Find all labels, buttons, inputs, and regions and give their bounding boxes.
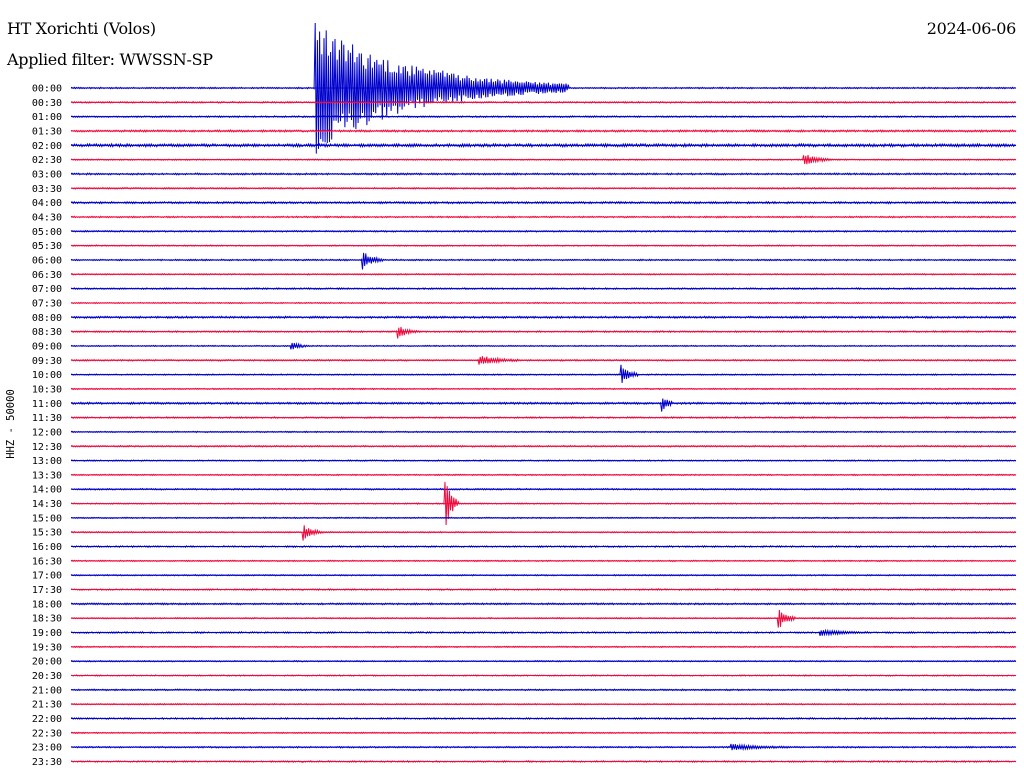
row-time-label: 00:30 <box>32 98 62 109</box>
station-title: HT Xorichti (Volos) <box>7 19 156 38</box>
row-time-label: 23:00 <box>32 743 62 754</box>
row-time-label: 11:30 <box>32 413 62 424</box>
trace-row-19:00 <box>70 628 1017 637</box>
row-time-label: 10:30 <box>32 384 62 395</box>
row-time-label: 04:00 <box>32 198 62 209</box>
row-time-label: 01:00 <box>32 112 62 123</box>
row-time-label: 15:00 <box>32 513 62 524</box>
row-time-label: 22:30 <box>32 728 62 739</box>
row-time-label: 19:30 <box>32 642 62 653</box>
row-label-group: 00:00 00:30 01:00 01:30 02:00 02:30 03:00 03:30… <box>32 84 62 769</box>
row-time-label: 09:30 <box>32 356 62 367</box>
row-time-label: 16:00 <box>32 542 62 553</box>
row-time-label: 21:00 <box>32 685 62 696</box>
row-time-label: 14:30 <box>32 499 62 510</box>
row-time-label: 12:30 <box>32 442 62 453</box>
row-time-label: 09:00 <box>32 341 62 352</box>
trace-row-11:00 <box>70 398 1017 412</box>
row-time-label: 04:30 <box>32 212 62 223</box>
row-time-label: 13:30 <box>32 470 62 481</box>
row-time-label: 17:00 <box>32 571 62 582</box>
trace-row-15:30 <box>70 525 1017 541</box>
row-time-label: 03:00 <box>32 169 62 180</box>
row-time-label: 17:30 <box>32 585 62 596</box>
row-time-label: 02:00 <box>32 141 62 152</box>
row-time-label: 11:00 <box>32 399 62 410</box>
row-time-label: 07:00 <box>32 284 62 295</box>
row-time-label: 12:00 <box>32 427 62 438</box>
row-time-label: 18:00 <box>32 599 62 610</box>
row-time-label: 02:30 <box>32 155 62 166</box>
trace-group <box>70 22 1017 764</box>
row-time-label: 19:00 <box>32 628 62 639</box>
row-time-label: 06:00 <box>32 255 62 266</box>
trace-row-08:30 <box>70 326 1017 339</box>
trace-row-18:30 <box>70 609 1017 628</box>
row-time-label: 08:00 <box>32 313 62 324</box>
row-time-label: 01:30 <box>32 126 62 137</box>
row-time-label: 18:30 <box>32 614 62 625</box>
row-time-label: 08:30 <box>32 327 62 338</box>
trace-row-10:00 <box>70 364 1017 383</box>
row-time-label: 06:30 <box>32 270 62 281</box>
trace-row-06:00 <box>70 252 1017 270</box>
row-time-label: 10:00 <box>32 370 62 381</box>
row-time-label: 23:30 <box>32 757 62 768</box>
row-time-label: 03:30 <box>32 184 62 195</box>
row-time-label: 16:30 <box>32 556 62 567</box>
row-time-label: 00:00 <box>32 84 62 95</box>
row-time-label: 20:30 <box>32 671 62 682</box>
row-time-label: 13:00 <box>32 456 62 467</box>
row-time-label: 15:30 <box>32 528 62 539</box>
row-time-label: 20:00 <box>32 657 62 668</box>
record-date: 2024-06-06 <box>926 19 1017 38</box>
row-time-label: 07:30 <box>32 298 62 309</box>
filter-label: Applied filter: WWSSN-SP <box>7 50 213 69</box>
row-time-label: 14:00 <box>32 485 62 496</box>
row-time-label: 22:00 <box>32 714 62 725</box>
row-time-label: 05:30 <box>32 241 62 252</box>
row-time-label: 05:00 <box>32 227 62 238</box>
y-axis-label: HHZ - 50000 <box>5 389 17 459</box>
row-time-label: 21:30 <box>32 700 62 711</box>
